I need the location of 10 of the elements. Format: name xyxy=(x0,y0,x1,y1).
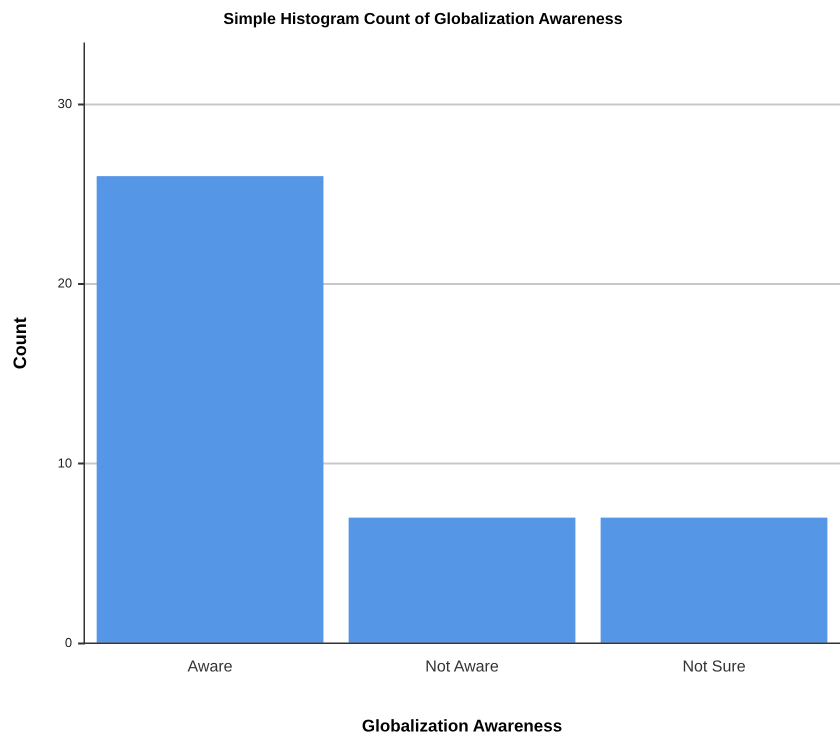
y-axis-title: Count xyxy=(10,317,30,370)
y-tick-label: 30 xyxy=(58,96,72,111)
y-tick-label: 20 xyxy=(58,276,72,291)
chart-title: Simple Histogram Count of Globalization Awareness xyxy=(223,11,623,28)
y-tick-label: 10 xyxy=(58,455,72,470)
x-tick-label: Not Sure xyxy=(682,658,746,676)
x-tick-label: Not Aware xyxy=(425,658,499,676)
x-tick-label: Aware xyxy=(188,658,233,676)
x-axis-title: Globalization Awareness xyxy=(362,716,562,736)
y-tick-label: 0 xyxy=(64,634,72,650)
